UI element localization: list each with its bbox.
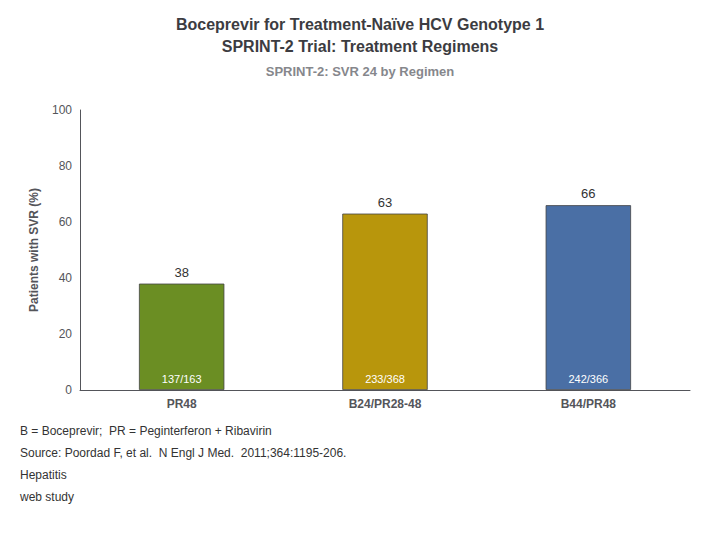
- svg-text:PR48: PR48: [167, 397, 197, 411]
- svg-text:242/366: 242/366: [568, 373, 608, 385]
- svg-text:SPRINT-2 Trial: Treatment Regi: SPRINT-2 Trial: Treatment Regimens: [222, 38, 499, 55]
- svg-text:B24/PR28-48: B24/PR28-48: [349, 397, 422, 411]
- svg-text:60: 60: [59, 215, 73, 229]
- svg-text:66: 66: [581, 186, 595, 201]
- svg-text:0: 0: [65, 383, 72, 397]
- svg-text:80: 80: [59, 159, 73, 173]
- svg-text:40: 40: [59, 271, 73, 285]
- svg-text:B = Boceprevir; PR = Peginter: B = Boceprevir; PR = Peginterferon + Rib…: [20, 424, 272, 438]
- svg-text:Patients with SVR (%): Patients with SVR (%): [27, 188, 41, 312]
- svg-text:Hepatitis: Hepatitis: [20, 468, 67, 482]
- svg-text:B44/PR48: B44/PR48: [561, 397, 617, 411]
- svg-text:SPRINT-2: SVR 24 by Regimen: SPRINT-2: SVR 24 by Regimen: [266, 64, 455, 79]
- svg-text:63: 63: [378, 195, 392, 210]
- svg-text:web study: web study: [19, 490, 74, 504]
- svg-text:233/368: 233/368: [365, 373, 405, 385]
- svg-text:20: 20: [59, 327, 73, 341]
- svg-text:Boceprevir for Treatment-Naïve: Boceprevir for Treatment-Naïve HCV Genot…: [176, 16, 544, 33]
- svg-text:100: 100: [52, 103, 72, 117]
- svg-text:Source: Poordad F, et al. N E: Source: Poordad F, et al. N Engl J Med. …: [20, 446, 346, 460]
- svg-text:137/163: 137/163: [162, 373, 202, 385]
- svg-text:38: 38: [174, 265, 188, 280]
